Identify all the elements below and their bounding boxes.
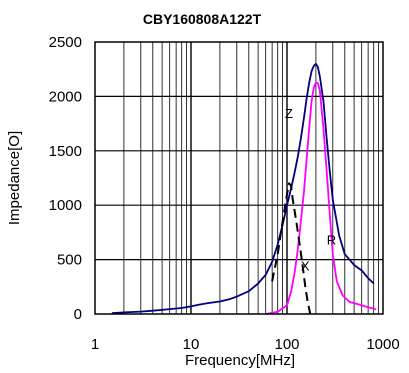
series-line-x — [271, 182, 312, 315]
y-tick-label: 2500 — [49, 34, 82, 51]
tick-labels: 0 500 1000 1500 2000 2500 1 10 100 1000 — [49, 34, 400, 353]
series-line-z — [111, 62, 375, 314]
series-label-z: Z — [285, 106, 293, 121]
series-line-r — [265, 81, 377, 315]
y-tick-label: 2000 — [49, 88, 82, 105]
curve-labels: Z R X — [285, 106, 336, 273]
y-tick-label: 0 — [74, 306, 82, 323]
x-tick-label: 100 — [274, 336, 299, 353]
y-tick-label: 1000 — [49, 197, 82, 214]
x-axis-label: Frequency[MHz] — [185, 352, 295, 369]
chart-title: CBY160808A122T — [143, 11, 262, 27]
x-tick-label: 1 — [91, 336, 99, 353]
series-layer — [111, 62, 377, 315]
y-tick-label: 500 — [57, 252, 82, 269]
series-label-r: R — [327, 232, 336, 247]
grid — [95, 42, 383, 314]
y-axis-label: Impedance[O] — [6, 131, 23, 225]
x-tick-label: 10 — [183, 336, 200, 353]
y-tick-label: 1500 — [49, 143, 82, 160]
series-label-x: X — [301, 258, 310, 273]
x-tick-label: 1000 — [366, 336, 399, 353]
plot-frame — [94, 41, 384, 315]
